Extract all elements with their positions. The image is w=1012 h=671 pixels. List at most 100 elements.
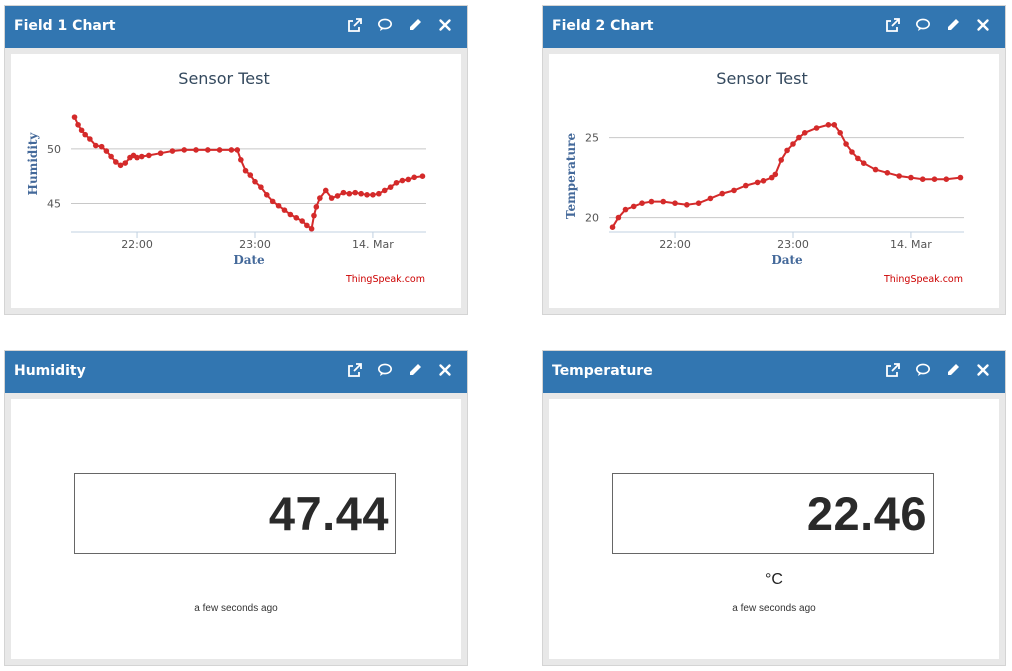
data-point[interactable] xyxy=(258,184,264,190)
data-point[interactable] xyxy=(908,174,914,181)
close-icon[interactable] xyxy=(437,362,453,378)
data-point[interactable] xyxy=(216,147,223,153)
data-point[interactable] xyxy=(98,143,105,150)
close-icon[interactable] xyxy=(975,362,991,378)
data-point[interactable] xyxy=(707,195,714,202)
data-point[interactable] xyxy=(860,160,867,166)
data-point[interactable] xyxy=(943,176,950,182)
data-point[interactable] xyxy=(117,162,124,169)
close-icon[interactable] xyxy=(437,17,453,33)
data-point[interactable] xyxy=(855,155,861,162)
data-point[interactable] xyxy=(630,203,637,210)
data-point[interactable] xyxy=(760,178,767,184)
data-point[interactable] xyxy=(622,206,629,213)
data-point[interactable] xyxy=(134,154,140,161)
data-point[interactable] xyxy=(790,141,796,147)
open-external-icon[interactable] xyxy=(347,17,363,33)
data-point[interactable] xyxy=(872,166,879,173)
data-point[interactable] xyxy=(672,200,678,206)
data-point[interactable] xyxy=(169,148,176,154)
data-point[interactable] xyxy=(837,130,843,136)
data-point[interactable] xyxy=(311,212,317,219)
data-point[interactable] xyxy=(75,121,81,128)
data-point[interactable] xyxy=(778,157,784,163)
pencil-icon[interactable] xyxy=(945,362,961,378)
thingspeak-credit-link[interactable]: ThingSpeak.com xyxy=(345,274,425,285)
data-point[interactable] xyxy=(322,187,329,194)
data-point[interactable] xyxy=(393,179,400,186)
data-point[interactable] xyxy=(615,214,622,221)
data-point[interactable] xyxy=(193,147,199,153)
data-point[interactable] xyxy=(376,190,382,197)
data-point[interactable] xyxy=(387,184,394,190)
data-point[interactable] xyxy=(919,176,926,182)
thingspeak-credit-link[interactable]: ThingSpeak.com xyxy=(883,274,963,285)
data-point[interactable] xyxy=(334,193,341,199)
data-point[interactable] xyxy=(648,198,655,205)
data-point[interactable] xyxy=(772,171,779,178)
data-point[interactable] xyxy=(731,187,737,194)
open-external-icon[interactable] xyxy=(885,362,901,378)
data-point[interactable] xyxy=(896,173,902,179)
data-point[interactable] xyxy=(931,176,938,182)
data-point[interactable] xyxy=(609,224,616,230)
data-point[interactable] xyxy=(317,195,323,201)
data-point[interactable] xyxy=(82,131,88,138)
data-point[interactable] xyxy=(358,190,364,197)
data-point[interactable] xyxy=(825,122,832,128)
data-point[interactable] xyxy=(754,179,761,186)
open-external-icon[interactable] xyxy=(885,17,901,33)
data-point[interactable] xyxy=(146,152,152,159)
data-point[interactable] xyxy=(275,202,282,209)
data-point[interactable] xyxy=(831,122,838,128)
data-point[interactable] xyxy=(247,172,254,178)
data-point[interactable] xyxy=(308,225,315,232)
data-point[interactable] xyxy=(313,204,320,210)
data-point[interactable] xyxy=(228,147,235,153)
data-point[interactable] xyxy=(242,167,249,174)
data-point[interactable] xyxy=(263,192,270,198)
data-point[interactable] xyxy=(796,134,802,141)
data-point[interactable] xyxy=(113,159,119,165)
data-point[interactable] xyxy=(234,147,241,153)
data-point[interactable] xyxy=(346,190,353,197)
data-point[interactable] xyxy=(849,149,855,155)
data-point[interactable] xyxy=(340,189,347,196)
close-icon[interactable] xyxy=(975,17,991,33)
pencil-icon[interactable] xyxy=(407,362,423,378)
data-point[interactable] xyxy=(122,160,129,166)
data-point[interactable] xyxy=(71,114,78,120)
data-point[interactable] xyxy=(293,214,300,221)
data-point[interactable] xyxy=(328,195,335,201)
data-point[interactable] xyxy=(399,177,406,184)
data-point[interactable] xyxy=(684,202,690,208)
data-point[interactable] xyxy=(287,211,294,218)
pencil-icon[interactable] xyxy=(407,17,423,33)
data-point[interactable] xyxy=(364,192,370,198)
data-point[interactable] xyxy=(957,174,964,181)
data-point[interactable] xyxy=(639,200,645,206)
data-point[interactable] xyxy=(743,182,749,189)
data-point[interactable] xyxy=(784,147,790,154)
comment-icon[interactable] xyxy=(915,362,931,378)
data-point[interactable] xyxy=(92,142,99,149)
data-point[interactable] xyxy=(801,130,808,136)
data-point[interactable] xyxy=(695,200,702,206)
data-point[interactable] xyxy=(138,153,145,160)
data-point[interactable] xyxy=(660,198,667,205)
data-point[interactable] xyxy=(157,150,164,157)
data-point[interactable] xyxy=(304,222,310,229)
comment-icon[interactable] xyxy=(377,362,393,378)
data-point[interactable] xyxy=(405,176,412,183)
data-point[interactable] xyxy=(352,189,359,196)
data-point[interactable] xyxy=(87,136,93,142)
data-point[interactable] xyxy=(411,174,418,181)
comment-icon[interactable] xyxy=(915,17,931,33)
data-point[interactable] xyxy=(181,147,188,153)
data-point[interactable] xyxy=(299,218,305,224)
data-point[interactable] xyxy=(108,153,114,160)
data-point[interactable] xyxy=(78,127,85,134)
data-point[interactable] xyxy=(103,148,110,154)
data-point[interactable] xyxy=(281,207,288,213)
pencil-icon[interactable] xyxy=(945,17,961,33)
